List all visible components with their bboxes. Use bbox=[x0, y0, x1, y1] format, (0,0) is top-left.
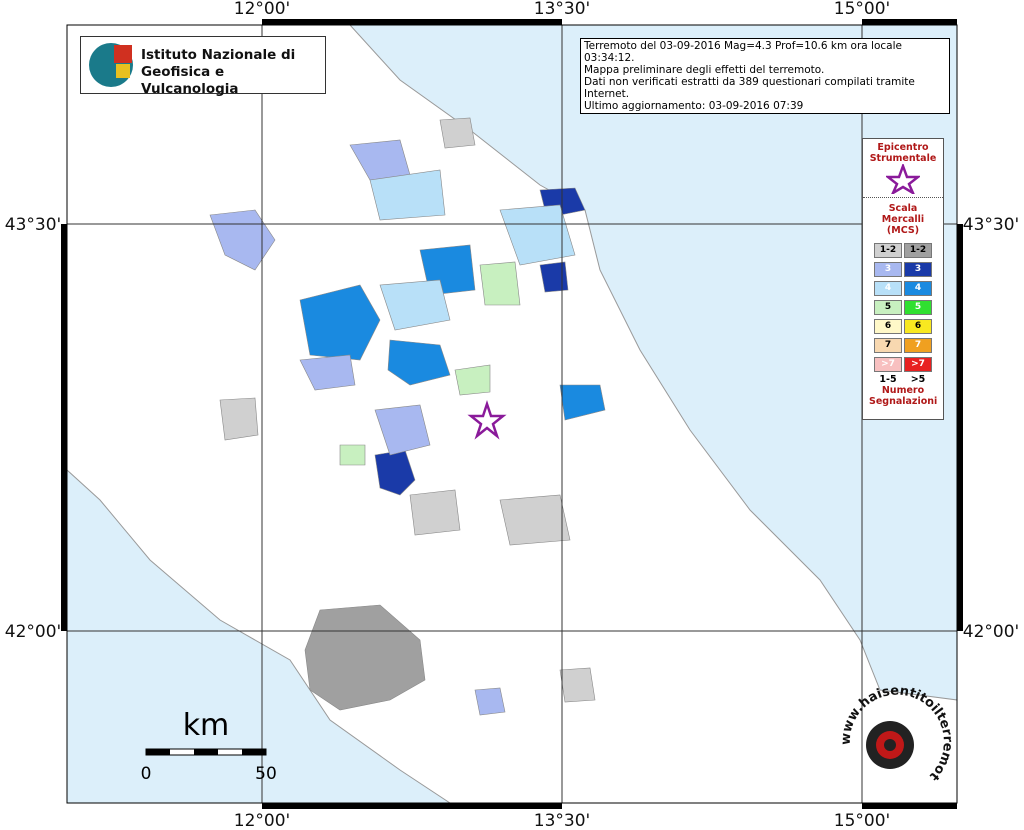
legend-swatch: >7 bbox=[904, 357, 932, 372]
coord-label: 15°00' bbox=[834, 811, 890, 830]
legend-swatch: 7 bbox=[904, 338, 932, 353]
coord-label: 13°30' bbox=[534, 811, 590, 830]
info-line: Terremoto del 03-09-2016 Mag=4.3 Prof=10… bbox=[584, 40, 902, 64]
info-line: Ultimo aggiornamento: 03-09-2016 07:39 bbox=[584, 100, 804, 112]
legend-swatch: 6 bbox=[904, 319, 932, 334]
coord-label: 43°30' bbox=[5, 215, 61, 235]
frame bbox=[61, 19, 963, 809]
info-line: Mappa preliminare degli effetti del terr… bbox=[584, 64, 825, 76]
coord-label: 12°00' bbox=[234, 811, 290, 830]
legend-epicenter: Epicentro Strumentale bbox=[869, 142, 937, 164]
legend-swatch: 7 bbox=[874, 338, 902, 353]
legend-swatch: 3 bbox=[874, 262, 902, 277]
logo: Istituto Nazionale di Geofisica e Vulcano… bbox=[80, 36, 326, 97]
legend-classes: 1-2 1-2 3 3 4 4 5 5 6 6 7 7 >7 >7 bbox=[863, 241, 943, 374]
logo-text: Istituto Nazionale di bbox=[141, 47, 296, 63]
legend-row: 1-2 1-2 bbox=[863, 241, 943, 260]
legend-scale-title: Scala Mercalli (MCS) bbox=[881, 203, 925, 236]
coord-label: 13°30' bbox=[534, 0, 590, 19]
land bbox=[66, 24, 958, 804]
scale-unit: km bbox=[183, 708, 230, 743]
scale-label: 0 bbox=[141, 764, 152, 784]
legend-count-title: Numero Segnalazioni bbox=[869, 385, 938, 407]
legend-swatch: 6 bbox=[874, 319, 902, 334]
coord-label: 15°00' bbox=[834, 0, 890, 19]
legend-star bbox=[884, 162, 922, 197]
legend-swatch: 4 bbox=[904, 281, 932, 296]
legend-row: >7 >7 bbox=[863, 355, 943, 374]
coord-label: 43°30' bbox=[963, 215, 1019, 235]
legend-swatch: 4 bbox=[874, 281, 902, 296]
info-box: Terremoto del 03-09-2016 Mag=4.3 Prof=10… bbox=[580, 38, 950, 114]
coord-label: 42°00' bbox=[5, 622, 61, 642]
legend-swatch: >7 bbox=[874, 357, 902, 372]
scale-label: 50 bbox=[255, 764, 277, 784]
legend-swatch: 1-2 bbox=[904, 243, 932, 258]
logo-text: Geofisica e Vulcanologia bbox=[141, 64, 239, 97]
scale-bar: km 0 50 bbox=[141, 708, 277, 784]
epicenter-star bbox=[467, 400, 507, 440]
legend-swatch: 5 bbox=[874, 300, 902, 315]
info-line: Dati non verificati estratti da 389 ques… bbox=[584, 76, 915, 100]
legend-count: >5 bbox=[910, 374, 926, 385]
legend-swatch: 1-2 bbox=[874, 243, 902, 258]
regions bbox=[209, 117, 606, 716]
logo-globe bbox=[89, 43, 133, 87]
legend: Epicentro Strumentale Scala Mercalli (MC… bbox=[862, 138, 944, 420]
legend-count: 1-5 bbox=[879, 374, 897, 385]
legend-swatch: 3 bbox=[904, 262, 932, 277]
coord-label: 42°00' bbox=[963, 622, 1019, 642]
coord-label: 12°00' bbox=[234, 0, 290, 19]
legend-swatch: 5 bbox=[904, 300, 932, 315]
